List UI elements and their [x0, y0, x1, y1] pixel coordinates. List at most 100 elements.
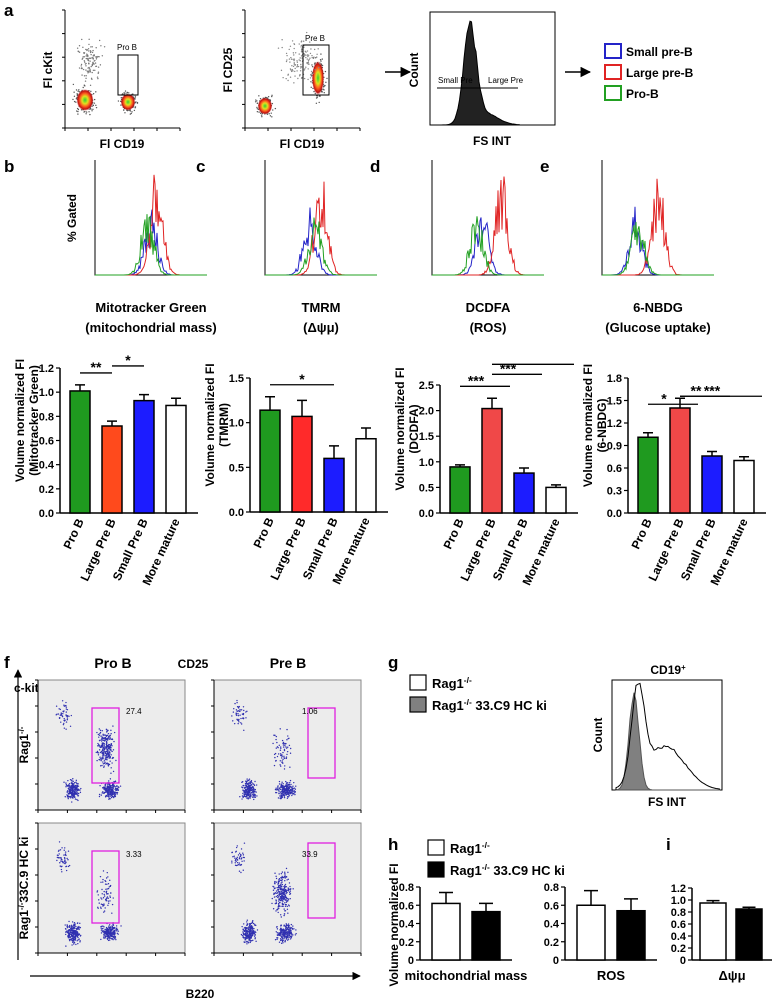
- event-dot: [70, 924, 73, 927]
- x-tick-label: Pro B: [61, 516, 87, 551]
- event-dot: [233, 855, 235, 857]
- event-dot: [89, 70, 92, 72]
- event-dot: [80, 65, 82, 67]
- event-dot: [240, 723, 243, 725]
- event-dot: [281, 899, 283, 902]
- event-dot: [71, 931, 73, 934]
- gate-value: 33.9: [302, 850, 318, 859]
- event-dot: [83, 111, 85, 113]
- y-tick-label: 0.5: [229, 462, 244, 474]
- event-dot: [113, 785, 115, 788]
- event-dot: [293, 43, 295, 45]
- event-dot: [281, 881, 283, 883]
- event-dot: [268, 113, 270, 115]
- event-dot: [281, 933, 284, 935]
- event-dot: [72, 935, 74, 937]
- event-dot: [283, 748, 286, 751]
- event-dot: [277, 911, 279, 914]
- event-dot: [285, 780, 287, 783]
- event-dot: [323, 92, 325, 94]
- event-dot: [293, 59, 295, 62]
- event-dot: [284, 933, 286, 935]
- event-dot: [279, 764, 281, 766]
- event-dot: [250, 789, 253, 791]
- significance-label: ***: [500, 360, 517, 376]
- event-dot: [107, 883, 110, 885]
- event-dot: [92, 62, 95, 64]
- event-dot: [106, 888, 108, 890]
- event-dot: [62, 723, 65, 726]
- event-dot: [102, 925, 104, 927]
- event-dot: [107, 933, 110, 935]
- event-dot: [95, 91, 97, 93]
- event-dot: [110, 796, 113, 799]
- caption: (mitochondrial mass): [85, 320, 216, 335]
- event-dot: [280, 936, 283, 938]
- event-dot: [103, 934, 106, 936]
- event-dot: [282, 744, 285, 746]
- event-dot: [99, 64, 102, 66]
- event-dot: [77, 936, 79, 939]
- error-bar: [707, 450, 717, 456]
- error-bar: [584, 889, 598, 906]
- event-dot: [96, 56, 98, 59]
- event-dot: [278, 898, 280, 900]
- gate-value: 1.06: [302, 707, 318, 716]
- gate: [91, 707, 120, 784]
- event-dot: [107, 785, 110, 788]
- event-dot: [307, 78, 309, 81]
- event-dot: [275, 747, 277, 749]
- event-dot: [245, 711, 247, 713]
- event-dot: [76, 798, 78, 801]
- event-dot: [100, 929, 103, 931]
- bar: [471, 910, 501, 961]
- event-dot: [85, 77, 87, 80]
- event-dot: [295, 929, 297, 931]
- bar: [637, 436, 659, 514]
- event-dot: [274, 756, 276, 759]
- event-dot: [85, 69, 87, 71]
- y-tick-label: 0.4: [544, 919, 560, 931]
- event-dot: [281, 46, 283, 49]
- event-dot: [77, 795, 80, 797]
- event-dot: [59, 857, 61, 859]
- event-dot: [104, 746, 106, 748]
- event-dot: [248, 779, 250, 782]
- event-dot: [108, 931, 110, 933]
- event-dot: [66, 926, 69, 929]
- event-dot: [275, 890, 278, 892]
- event-dot: [319, 95, 321, 97]
- event-dot: [280, 888, 282, 890]
- event-dot: [96, 76, 99, 78]
- event-dot: [232, 856, 234, 858]
- axis-label: Volume normalized FI: [581, 364, 595, 487]
- event-dot: [97, 754, 100, 756]
- event-dot: [293, 47, 295, 50]
- event-dot: [245, 937, 247, 939]
- event-dot: [245, 795, 248, 797]
- label: Pre B: [270, 655, 307, 671]
- event-dot: [275, 877, 278, 880]
- event-dot: [297, 65, 300, 68]
- event-dot: [91, 64, 93, 66]
- event-dot: [275, 895, 277, 898]
- significance-label: **: [691, 382, 702, 398]
- event-dot: [243, 927, 246, 929]
- event-dot: [241, 786, 243, 788]
- event-dot: [275, 881, 278, 883]
- event-dot: [286, 891, 288, 894]
- event-dot: [310, 81, 312, 83]
- event-dot: [284, 899, 287, 901]
- event-dot: [251, 788, 253, 790]
- event-dot: [283, 743, 285, 745]
- y-tick-label: 0.0: [39, 508, 54, 520]
- event-dot: [113, 930, 115, 933]
- axis-label: Volume normalized FI: [387, 863, 401, 986]
- event-dot: [74, 923, 76, 925]
- event-dot: [272, 742, 274, 745]
- event-dot: [114, 795, 116, 797]
- event-dot: [277, 934, 279, 936]
- event-dot: [298, 53, 300, 55]
- event-dot: [280, 797, 283, 799]
- event-dot: [242, 854, 245, 856]
